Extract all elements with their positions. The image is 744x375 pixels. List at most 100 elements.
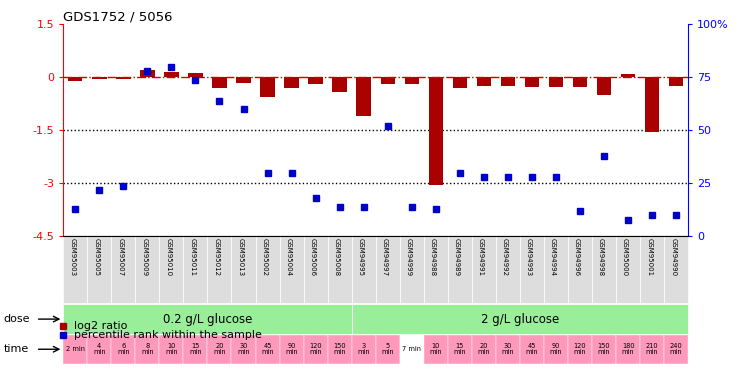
Bar <box>135 237 159 303</box>
Bar <box>140 70 155 77</box>
Text: GSM94989: GSM94989 <box>454 238 460 276</box>
Text: GSM94997: GSM94997 <box>382 238 388 276</box>
Bar <box>237 77 251 83</box>
Text: 8
min: 8 min <box>141 343 154 355</box>
Bar <box>135 335 159 364</box>
Bar <box>544 335 568 364</box>
Bar <box>472 237 496 303</box>
Bar <box>520 237 544 303</box>
Text: 120
min: 120 min <box>310 343 322 355</box>
Bar <box>255 335 280 364</box>
Bar <box>376 335 400 364</box>
Bar <box>544 237 568 303</box>
Bar <box>592 335 616 364</box>
Text: GSM95010: GSM95010 <box>165 238 171 276</box>
Bar <box>231 335 255 364</box>
Bar <box>520 335 544 364</box>
Bar <box>669 77 684 86</box>
Text: GSM94996: GSM94996 <box>574 238 580 276</box>
Bar <box>621 74 635 77</box>
Text: percentile rank within the sample: percentile rank within the sample <box>74 330 263 340</box>
Bar <box>159 335 184 364</box>
Bar <box>645 77 659 132</box>
Text: 6
min: 6 min <box>117 343 129 355</box>
Bar <box>352 335 376 364</box>
Bar <box>525 77 539 87</box>
Bar <box>616 237 640 303</box>
Text: 30
min: 30 min <box>501 343 514 355</box>
Bar <box>63 237 87 303</box>
Text: 15
min: 15 min <box>454 343 466 355</box>
Bar <box>333 77 347 92</box>
Bar <box>400 237 424 303</box>
Text: GSM95003: GSM95003 <box>69 238 75 276</box>
Text: 20
min: 20 min <box>214 343 225 355</box>
Bar <box>429 77 443 185</box>
Bar <box>568 335 592 364</box>
Text: 150
min: 150 min <box>597 343 610 355</box>
Text: GSM95001: GSM95001 <box>646 238 652 276</box>
Bar <box>477 77 491 86</box>
Text: GSM94990: GSM94990 <box>670 238 676 276</box>
Bar <box>164 72 179 77</box>
Bar <box>184 237 208 303</box>
Text: 150
min: 150 min <box>333 343 346 355</box>
Bar <box>352 237 376 303</box>
Bar <box>208 237 231 303</box>
Text: GSM95007: GSM95007 <box>118 238 124 276</box>
Bar <box>231 237 255 303</box>
Text: time: time <box>4 344 29 354</box>
Text: 10
min: 10 min <box>429 343 442 355</box>
Text: 45
min: 45 min <box>526 343 538 355</box>
Bar <box>112 237 135 303</box>
Bar <box>496 237 520 303</box>
Bar <box>159 237 184 303</box>
Text: 240
min: 240 min <box>670 343 682 355</box>
Text: GSM95002: GSM95002 <box>262 238 268 276</box>
Bar <box>280 237 304 303</box>
Text: GSM94995: GSM94995 <box>358 238 364 276</box>
Bar <box>284 77 299 88</box>
Text: GSM95013: GSM95013 <box>237 238 243 276</box>
Text: GSM95011: GSM95011 <box>190 238 196 276</box>
Text: 180
min: 180 min <box>622 343 635 355</box>
Bar <box>376 237 400 303</box>
Text: 90
min: 90 min <box>285 343 298 355</box>
Bar <box>568 237 592 303</box>
Bar <box>87 237 112 303</box>
Text: 3
min: 3 min <box>357 343 370 355</box>
Text: 5
min: 5 min <box>382 343 394 355</box>
Bar <box>352 304 688 334</box>
Bar <box>112 335 135 364</box>
Text: GSM95005: GSM95005 <box>93 238 99 276</box>
Text: GSM95012: GSM95012 <box>214 238 219 276</box>
Text: GSM94998: GSM94998 <box>598 238 604 276</box>
Text: GDS1752 / 5056: GDS1752 / 5056 <box>63 10 173 23</box>
Bar <box>448 335 472 364</box>
Text: GSM94991: GSM94991 <box>478 238 484 276</box>
Bar <box>448 237 472 303</box>
Bar <box>280 335 304 364</box>
Bar <box>640 237 664 303</box>
Bar <box>327 335 352 364</box>
Text: 20
min: 20 min <box>478 343 490 355</box>
Bar <box>452 77 467 88</box>
Bar <box>501 77 515 86</box>
Text: GSM95006: GSM95006 <box>310 238 315 276</box>
Bar <box>260 77 275 97</box>
Bar <box>496 335 520 364</box>
Text: 2 g/L glucose: 2 g/L glucose <box>481 313 559 326</box>
Bar <box>356 77 371 116</box>
Text: 45
min: 45 min <box>261 343 274 355</box>
Bar <box>640 335 664 364</box>
Bar <box>664 335 688 364</box>
Bar <box>573 77 587 87</box>
Bar <box>405 77 419 84</box>
Text: 0.2 g/L glucose: 0.2 g/L glucose <box>163 313 252 326</box>
Bar <box>597 77 612 95</box>
Text: dose: dose <box>4 314 31 324</box>
Bar <box>87 335 112 364</box>
Bar <box>327 237 352 303</box>
Bar <box>549 77 563 87</box>
Text: GSM95000: GSM95000 <box>622 238 628 276</box>
